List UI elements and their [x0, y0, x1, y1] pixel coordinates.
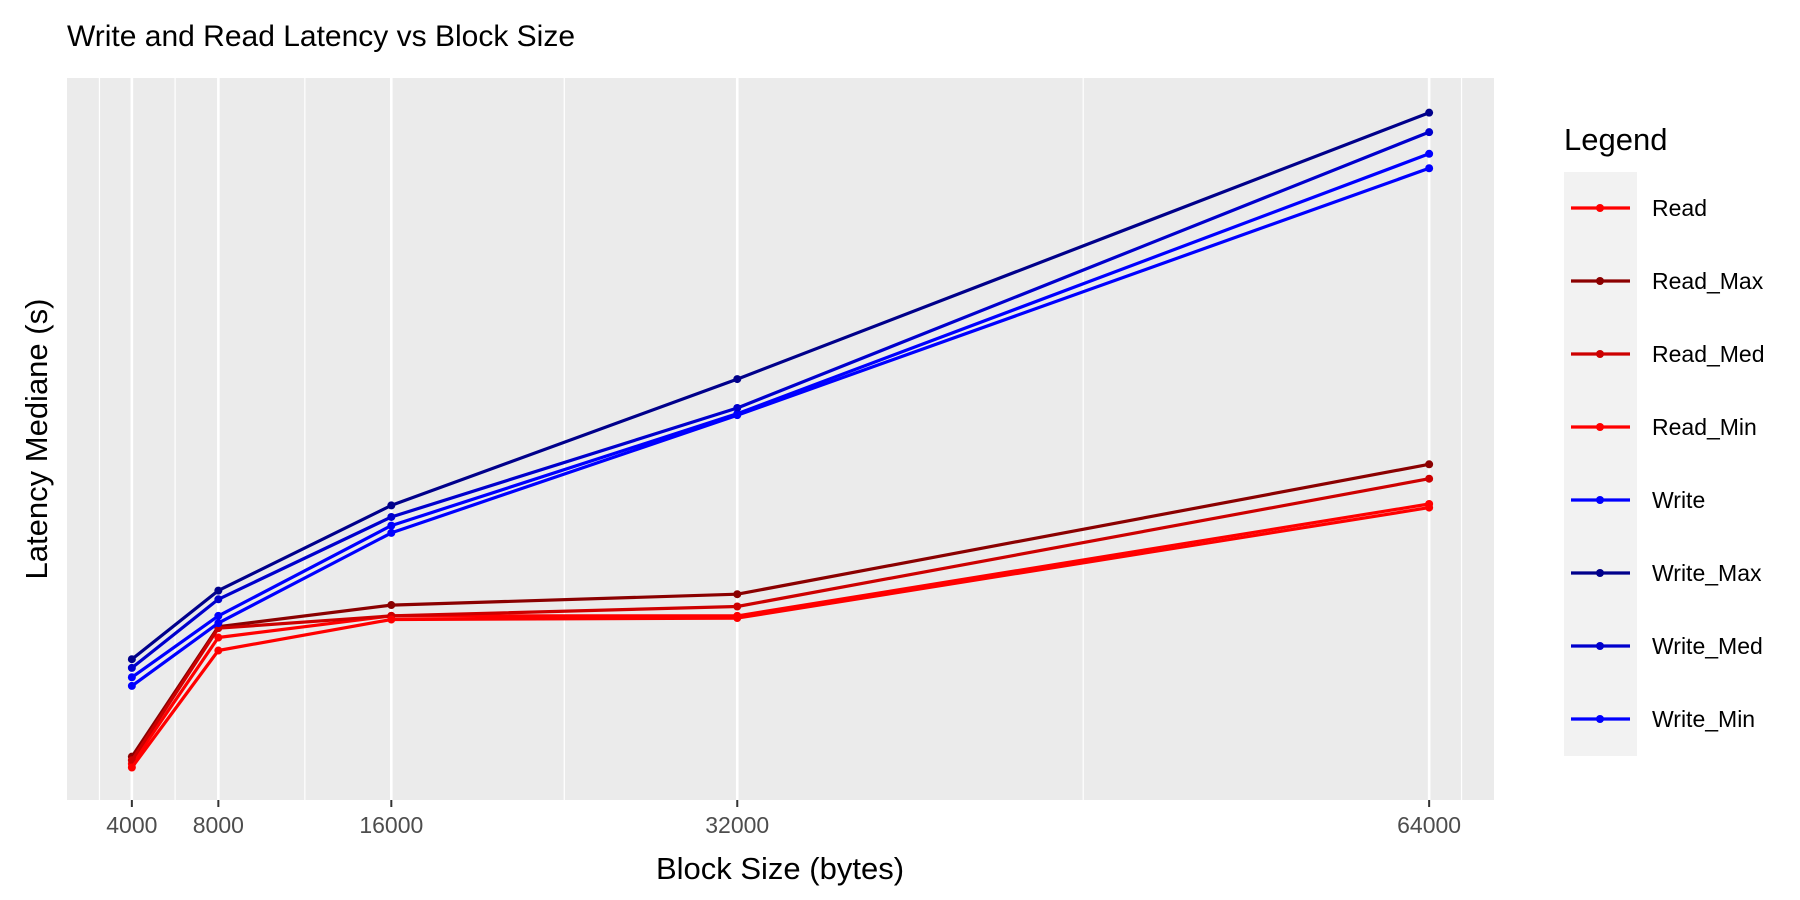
- legend-key-point-write-min: [1596, 715, 1604, 723]
- point-write-med: [127, 663, 136, 672]
- x-tick-label: 32000: [705, 812, 769, 838]
- legend-title: Legend: [1564, 122, 1667, 157]
- x-tick-label: 64000: [1397, 812, 1461, 838]
- point-read-med: [733, 602, 742, 611]
- point-read: [214, 633, 223, 642]
- point-write-med: [733, 403, 742, 412]
- x-tick-label: 8000: [193, 812, 244, 838]
- legend-key-point-read-med: [1596, 350, 1604, 358]
- point-write-min: [387, 528, 396, 537]
- chart-title: Write and Read Latency vs Block Size: [67, 20, 575, 53]
- legend-label-write-max: Write_Max: [1652, 560, 1762, 586]
- y-axis-title: Latency Mediane (s): [19, 299, 54, 580]
- legend-label-write-min: Write_Min: [1652, 706, 1755, 732]
- legend: Read Read_Max Read_Med Read_Min Write Write_M…: [1564, 172, 1765, 756]
- legend-label-write-med: Write_Med: [1652, 633, 1763, 659]
- legend-key-point-read-max: [1596, 277, 1604, 285]
- point-write-min: [1425, 164, 1434, 173]
- point-read-med: [1425, 474, 1434, 483]
- legend-label-write: Write: [1652, 487, 1705, 513]
- point-write-max: [214, 586, 223, 595]
- legend-key-point-read-min: [1596, 423, 1604, 431]
- point-write-med: [1425, 128, 1434, 137]
- legend-key-background: [1564, 172, 1637, 756]
- point-read-min: [1425, 503, 1434, 512]
- point-read-max: [1425, 460, 1434, 469]
- point-read-min: [127, 763, 136, 772]
- x-tick-label: 16000: [359, 812, 423, 838]
- point-read-min: [733, 614, 742, 623]
- point-write: [214, 611, 223, 620]
- point-read-max: [733, 590, 742, 599]
- legend-label-read-min: Read_Min: [1652, 414, 1757, 440]
- point-read-min: [214, 646, 223, 655]
- legend-key-point-write-med: [1596, 642, 1604, 650]
- legend-key-point-write-max: [1596, 569, 1604, 577]
- grid-minor: [98, 78, 1463, 800]
- point-write-min: [733, 411, 742, 420]
- series-layer: [127, 108, 1434, 772]
- point-write-max: [387, 501, 396, 510]
- legend-label-read: Read: [1652, 195, 1707, 221]
- point-write: [1425, 149, 1434, 158]
- point-write: [387, 521, 396, 530]
- legend-label-read-med: Read_Med: [1652, 341, 1765, 367]
- point-read-min: [387, 615, 396, 624]
- point-write-max: [1425, 108, 1434, 117]
- point-write-max: [127, 655, 136, 664]
- point-write-med: [387, 512, 396, 521]
- plot-panel: [67, 78, 1494, 800]
- point-write-min: [214, 619, 223, 628]
- x-tick-label: 4000: [106, 812, 157, 838]
- x-axis-title: Block Size (bytes): [656, 851, 904, 886]
- grid-major: [130, 78, 1431, 800]
- point-write: [127, 673, 136, 682]
- legend-key-point-write: [1596, 496, 1604, 504]
- point-read-max: [387, 601, 396, 610]
- point-write-max: [733, 375, 742, 384]
- point-write-min: [127, 681, 136, 690]
- x-axis-ticks: 4000 8000 16000 32000 64000: [106, 800, 1461, 838]
- legend-label-read-max: Read_Max: [1652, 268, 1764, 294]
- legend-key-point-read: [1596, 204, 1604, 212]
- point-write-med: [214, 595, 223, 604]
